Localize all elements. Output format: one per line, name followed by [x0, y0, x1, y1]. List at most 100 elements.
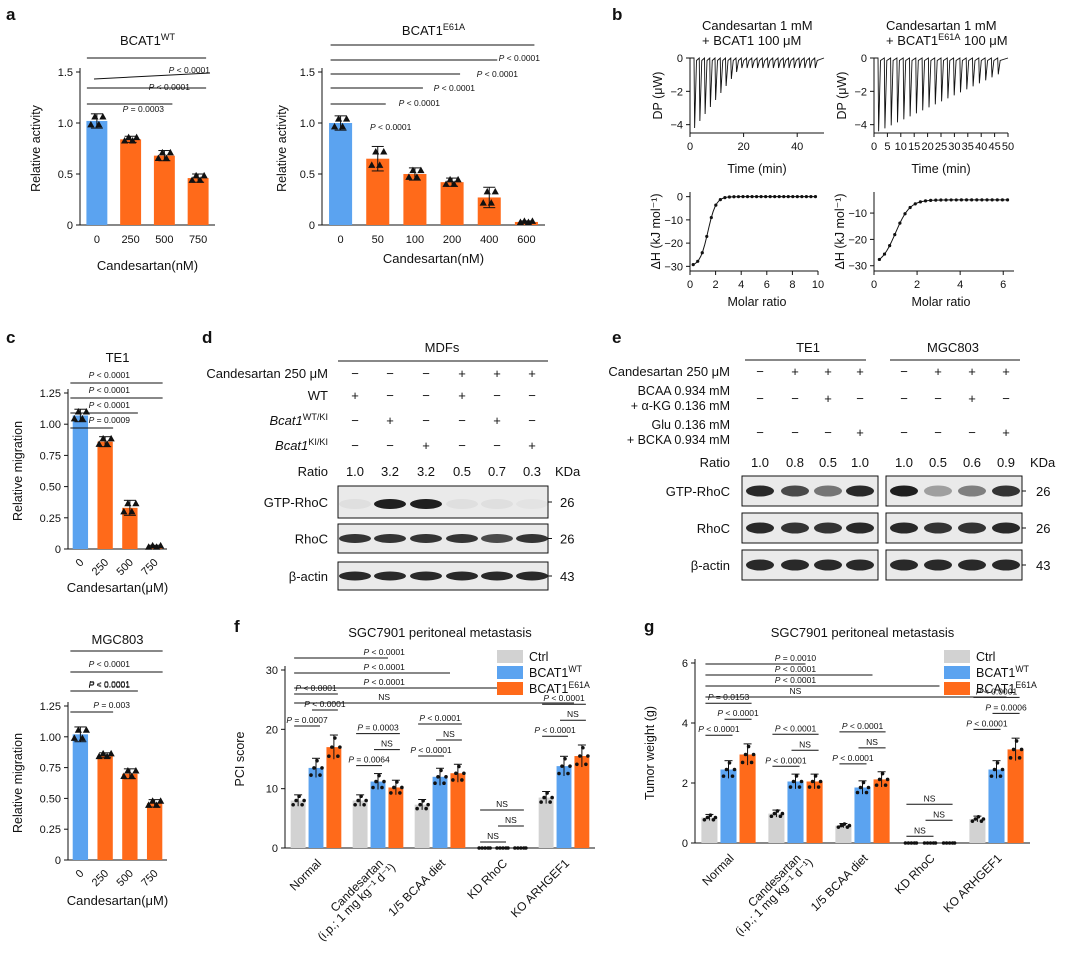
a2-data-point: [330, 122, 339, 130]
d-blot-band: [410, 534, 442, 543]
g-group-comparison-p: NS: [866, 737, 878, 747]
b1-bottom-y-tick-label: −10: [664, 215, 683, 227]
g-top-comparison-p: NS: [790, 686, 802, 696]
f-data-point: [395, 780, 399, 784]
c1-data-point: [78, 414, 86, 422]
b2-itc-point: [1005, 198, 1010, 202]
b1-itc-point: [741, 195, 745, 199]
g-y-tick-label: 0: [682, 838, 688, 850]
g-data-point: [928, 841, 933, 845]
b1-itc-point: [736, 195, 741, 199]
e-blot-band: [781, 559, 809, 571]
b1-itc-point: [718, 198, 722, 202]
f-data-point: [297, 794, 301, 799]
a2-data-point: [380, 147, 388, 155]
b2-bottom-x-tick-label: 0: [871, 279, 877, 291]
b2-itc-point: [970, 198, 974, 202]
c2-data-point: [78, 734, 86, 741]
g-bar-e61a: [806, 781, 823, 843]
f-data-point: [315, 758, 319, 763]
g-bar-ctrl: [969, 819, 986, 843]
panel-label-f: f: [234, 617, 240, 636]
d-row-value: +: [351, 388, 359, 403]
g-data-point: [842, 822, 847, 826]
b1-top-x-tick-label: 0: [687, 141, 693, 153]
f-data-point: [389, 791, 393, 795]
b2-itc-point: [939, 198, 943, 202]
a1-data-point: [158, 148, 166, 156]
f-bar-e61a: [450, 773, 466, 848]
f-data-point: [548, 800, 552, 804]
g-data-point: [1017, 756, 1022, 760]
b2-title-line1: Candesartan 1 mM: [886, 18, 997, 33]
g-data-point: [995, 761, 1000, 765]
g-bar-ctrl: [835, 825, 852, 843]
b2-bottom-x-tick-label: 4: [957, 279, 963, 291]
e-row-value: +: [791, 364, 799, 379]
b2-itc-point: [980, 198, 984, 202]
f-data-point: [524, 846, 528, 850]
e-blot-band: [992, 522, 1020, 534]
e-blot-band: [890, 559, 918, 571]
g-bar-wt: [988, 769, 1005, 843]
f-data-point: [398, 791, 402, 795]
g-data-point: [1011, 747, 1016, 752]
d-blot-band: [446, 534, 478, 543]
b2-top-y-tick-label: −4: [854, 120, 867, 132]
a1-data-point: [91, 113, 99, 120]
e-group-title: MGC803: [927, 340, 979, 355]
e-row-label2: + BCKA 0.934 mM: [627, 433, 730, 447]
a1-data-point: [133, 133, 141, 141]
f-data-point: [477, 846, 481, 850]
b2-top-x-tick-label: 45: [988, 141, 1000, 153]
c2-data-point: [70, 734, 78, 741]
c1-y-tick-label: 0: [55, 544, 61, 556]
b1-itc-point: [764, 195, 768, 199]
b1-itc-point: [750, 195, 754, 199]
panel-label-g: g: [644, 617, 654, 636]
g-bar-ctrl: [768, 813, 785, 843]
e-blot-band: [958, 559, 986, 571]
e-ratio-value: 0.8: [786, 455, 804, 470]
e-blot-band: [781, 522, 809, 534]
f-data-point: [506, 846, 510, 850]
g-data-point: [976, 815, 981, 819]
a2-data-point: [376, 161, 384, 168]
f-data-point: [424, 806, 428, 811]
g-data-point: [713, 815, 718, 820]
b2-top-y-tick-label: −2: [854, 86, 867, 98]
d-blot-band: [481, 499, 513, 509]
g-data-point: [799, 779, 804, 784]
g-data-point: [769, 814, 774, 819]
b1-top-x-tick-label: 20: [737, 141, 749, 153]
a2-data-point: [338, 122, 347, 130]
a1-data-point: [95, 120, 103, 128]
f-title: SGC7901 peritoneal metastasis: [348, 625, 532, 640]
f-bar-ctrl: [352, 800, 368, 848]
e-ratio-value: 0.9: [997, 455, 1015, 470]
f-data-point: [483, 846, 487, 850]
g-y-tick-label: 4: [682, 718, 688, 730]
a1-comparison-p: P = 0.0003: [123, 104, 165, 114]
e-row-value: −: [756, 391, 764, 406]
d-blot-band: [446, 571, 478, 581]
g-data-point: [807, 785, 812, 789]
f-data-point: [436, 775, 440, 779]
e-ratio-value: 1.0: [895, 455, 913, 470]
d-row-value: +: [458, 366, 466, 381]
c2-data-point: [95, 752, 103, 760]
f-data-point: [320, 766, 324, 770]
d-blot-band: [374, 534, 406, 543]
g-group-comparison-p: P < 0.0001: [832, 753, 874, 763]
g-data-point: [933, 841, 938, 845]
g-title: SGC7901 peritoneal metastasis: [771, 625, 955, 640]
d-kda-value: 26: [560, 532, 574, 547]
f-group-comparison-p: P = 0.0007: [286, 715, 328, 725]
b2-itc-point: [949, 198, 953, 202]
a2-bar: [329, 123, 353, 225]
g-data-point: [941, 841, 946, 845]
f-data-point: [333, 736, 337, 740]
g-data-point: [772, 811, 777, 816]
c2-data-point: [149, 797, 157, 804]
c1-data-point: [99, 434, 107, 442]
